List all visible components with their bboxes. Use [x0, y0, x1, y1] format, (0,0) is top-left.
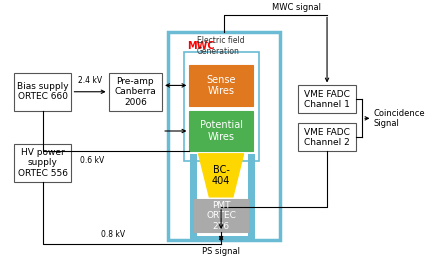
Text: VME FADC
Channel 1: VME FADC Channel 1: [304, 90, 350, 109]
Text: 0.8 kV: 0.8 kV: [101, 230, 125, 239]
Text: Electric field
Generation: Electric field Generation: [197, 36, 244, 56]
Bar: [184, 53, 259, 161]
Bar: [14, 144, 72, 182]
Bar: [298, 86, 356, 113]
Text: VME FADC
Channel 2: VME FADC Channel 2: [304, 128, 350, 147]
Bar: [108, 73, 162, 111]
Text: Sense
Wires: Sense Wires: [207, 75, 236, 96]
Text: PMT
ORTEC
276: PMT ORTEC 276: [206, 201, 236, 231]
Text: Coincidence
Signal: Coincidence Signal: [374, 109, 425, 128]
Text: BC-
404: BC- 404: [212, 165, 230, 186]
Polygon shape: [199, 154, 243, 197]
Bar: [248, 154, 255, 240]
Bar: [298, 124, 356, 151]
Bar: [190, 154, 197, 240]
Text: PS signal: PS signal: [202, 248, 240, 256]
Bar: [189, 65, 253, 106]
Text: HV power
supply
ORTEC 556: HV power supply ORTEC 556: [18, 148, 68, 178]
Text: 0.6 kV: 0.6 kV: [80, 156, 104, 165]
Text: Pre-amp
Canberra
2006: Pre-amp Canberra 2006: [115, 77, 156, 107]
Bar: [190, 236, 255, 240]
Bar: [189, 111, 253, 151]
Text: MWC: MWC: [187, 41, 214, 51]
Text: Bias supply
ORTEC 660: Bias supply ORTEC 660: [17, 82, 69, 101]
Bar: [194, 199, 248, 232]
Bar: [168, 32, 279, 240]
Text: Potential
Wires: Potential Wires: [200, 120, 243, 142]
Text: MWC signal: MWC signal: [272, 3, 321, 12]
Text: 2.4 kV: 2.4 kV: [78, 76, 102, 86]
Bar: [14, 73, 72, 111]
